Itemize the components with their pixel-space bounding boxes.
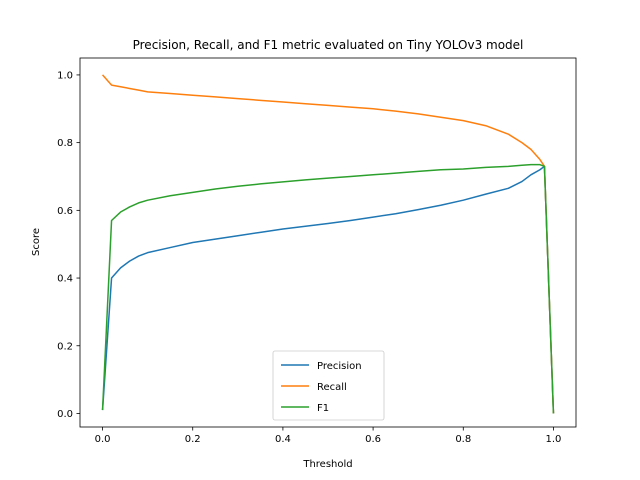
y-axis-ticks: 0.0 0.2 0.4 0.6 0.8 1.0 — [57, 70, 80, 420]
legend-label-f1: F1 — [317, 403, 329, 414]
plot-series — [101, 74, 555, 414]
y-tick-label: 0.4 — [57, 274, 73, 285]
y-tick-label: 0.2 — [57, 341, 73, 352]
legend-box — [272, 350, 385, 421]
legend-label-recall: Recall — [317, 382, 347, 393]
y-tick-label: 1.0 — [57, 70, 73, 81]
chart-title: Precision, Recall, and F1 metric evaluat… — [133, 38, 524, 52]
y-tick-label: 0.8 — [57, 138, 73, 149]
plot-frame — [79, 57, 577, 428]
x-tick-label: 1.0 — [546, 434, 562, 445]
x-tick-label: 0.8 — [455, 434, 471, 445]
series-line-f1 — [101, 163, 555, 414]
x-tick-label: 0.0 — [95, 434, 111, 445]
series-line-recall — [101, 74, 555, 414]
x-tick-label: 0.4 — [275, 434, 291, 445]
x-tick-label: 0.2 — [185, 434, 201, 445]
x-tick-label: 0.6 — [365, 434, 381, 445]
x-axis-ticks: 0.0 0.2 0.4 0.6 0.8 1.0 — [95, 427, 562, 445]
legend-label-precision: Precision — [317, 361, 362, 372]
y-axis-label: Score — [31, 228, 42, 256]
series-line-precision — [101, 165, 555, 414]
legend: Precision Recall F1 — [272, 350, 385, 421]
y-tick-label: 0.0 — [57, 409, 73, 420]
x-axis-label: Threshold — [302, 459, 352, 470]
y-tick-label: 0.6 — [57, 206, 73, 217]
